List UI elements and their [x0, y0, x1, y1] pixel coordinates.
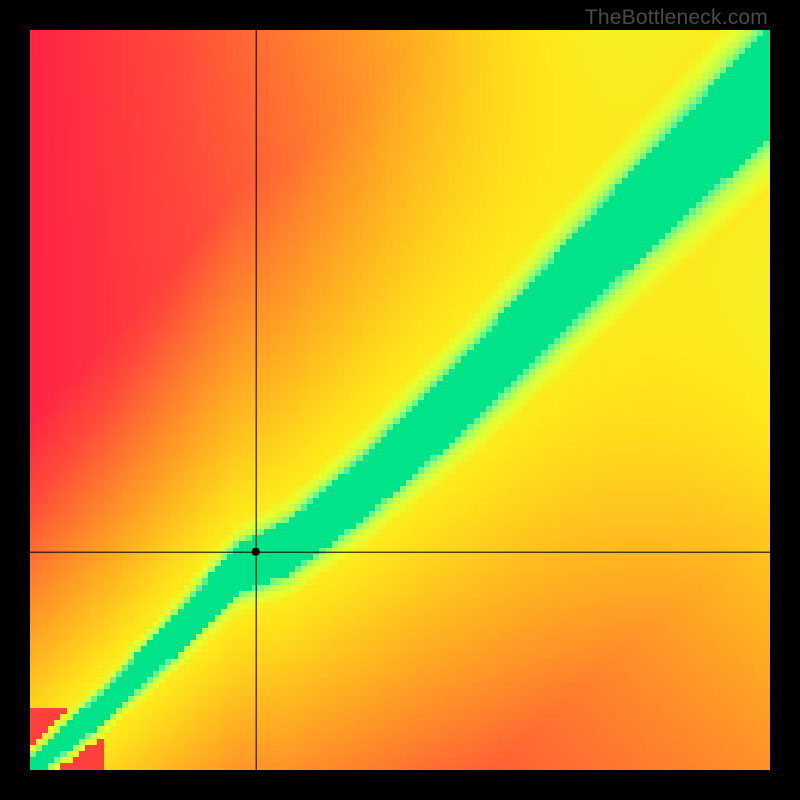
heatmap-canvas: [30, 30, 770, 770]
watermark-text: TheBottleneck.com: [585, 6, 768, 30]
heatmap-chart: [30, 30, 770, 770]
